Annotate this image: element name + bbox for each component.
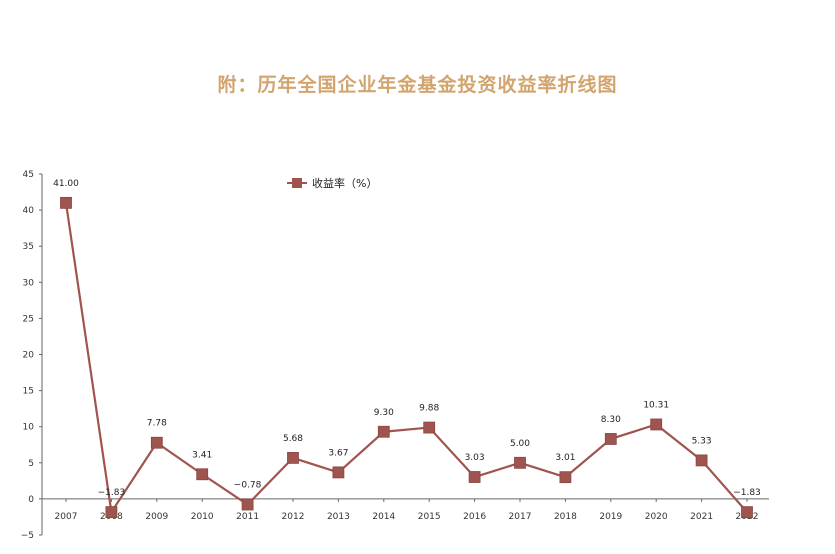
- data-label: 10.31: [643, 400, 669, 410]
- data-point-marker: [423, 421, 436, 434]
- data-label: 9.88: [419, 404, 439, 414]
- legend: 收益率（%）: [287, 176, 377, 190]
- data-point-marker: [241, 498, 254, 511]
- y-tick-label: 25: [23, 314, 34, 324]
- data-label: 5.00: [510, 439, 530, 449]
- data-point-marker: [377, 425, 390, 438]
- x-tick-label: 2011: [236, 512, 259, 522]
- data-label: 5.33: [692, 436, 712, 446]
- legend-swatch-marker: [292, 178, 302, 188]
- y-tick-label: 15: [23, 387, 34, 397]
- data-point-marker: [650, 418, 663, 431]
- data-point-marker: [332, 466, 345, 479]
- legend-label: 收益率（%）: [312, 176, 377, 190]
- x-tick-label: 2007: [55, 512, 78, 522]
- data-point-marker: [468, 471, 481, 483]
- y-tick-label: 40: [23, 206, 35, 216]
- x-tick-label: 2020: [645, 512, 668, 522]
- data-point-marker: [196, 468, 209, 481]
- y-tick-label: 10: [23, 423, 35, 433]
- data-label: 5.68: [283, 434, 303, 444]
- x-tick-label: 2015: [418, 512, 441, 522]
- data-labels: 41.00 −1.83 7.78 3.41 −0.78 5.68 3.67 9.30 9.88 3…: [53, 179, 761, 498]
- data-point-marker: [695, 454, 708, 467]
- x-tick-label: 2010: [191, 512, 214, 522]
- data-label: −1.83: [733, 488, 761, 498]
- data-label: −0.78: [234, 481, 262, 491]
- x-tick-label: 2014: [372, 512, 395, 522]
- data-point-marker: [105, 506, 118, 519]
- data-label: 9.30: [374, 408, 394, 418]
- data-label: 3.01: [555, 453, 575, 463]
- series-markers: [60, 196, 753, 519]
- data-label: 41.00: [53, 179, 79, 189]
- axes: 454035302520151050−520072008200920102011…: [21, 170, 769, 541]
- data-label: 8.30: [601, 415, 621, 425]
- data-point-marker: [60, 196, 72, 209]
- y-tick-label: −5: [21, 531, 34, 541]
- chart-title: 附：历年全国企业年金基金投资收益率折线图: [217, 74, 618, 96]
- data-point-marker: [287, 451, 299, 464]
- data-point-marker: [604, 433, 617, 445]
- x-tick-label: 2019: [599, 512, 622, 522]
- x-tick-label: 2021: [690, 512, 713, 522]
- data-point-marker: [150, 436, 163, 449]
- data-label: 3.03: [465, 453, 485, 463]
- y-tick-label: 20: [23, 351, 35, 361]
- data-label: 3.41: [192, 450, 212, 460]
- x-tick-label: 2018: [554, 512, 577, 522]
- series-line: [64, 202, 748, 514]
- x-tick-label: 2009: [145, 512, 168, 522]
- data-label: −1.83: [98, 488, 126, 498]
- series-polyline: [64, 202, 748, 514]
- y-tick-label: 45: [23, 170, 34, 180]
- data-point-marker: [741, 506, 753, 519]
- y-tick-label: 35: [23, 242, 34, 252]
- y-tick-label: 5: [28, 459, 34, 469]
- x-tick-label: 2016: [463, 512, 486, 522]
- data-label: 7.78: [147, 419, 167, 429]
- data-label: 3.67: [328, 448, 348, 458]
- data-point-marker: [514, 456, 526, 469]
- y-tick-label: 0: [28, 495, 34, 505]
- data-point-marker: [559, 471, 572, 484]
- x-tick-label: 2012: [282, 512, 305, 522]
- y-tick-label: 30: [23, 278, 35, 288]
- x-tick-label: 2013: [327, 512, 350, 522]
- x-tick-label: 2017: [509, 512, 532, 522]
